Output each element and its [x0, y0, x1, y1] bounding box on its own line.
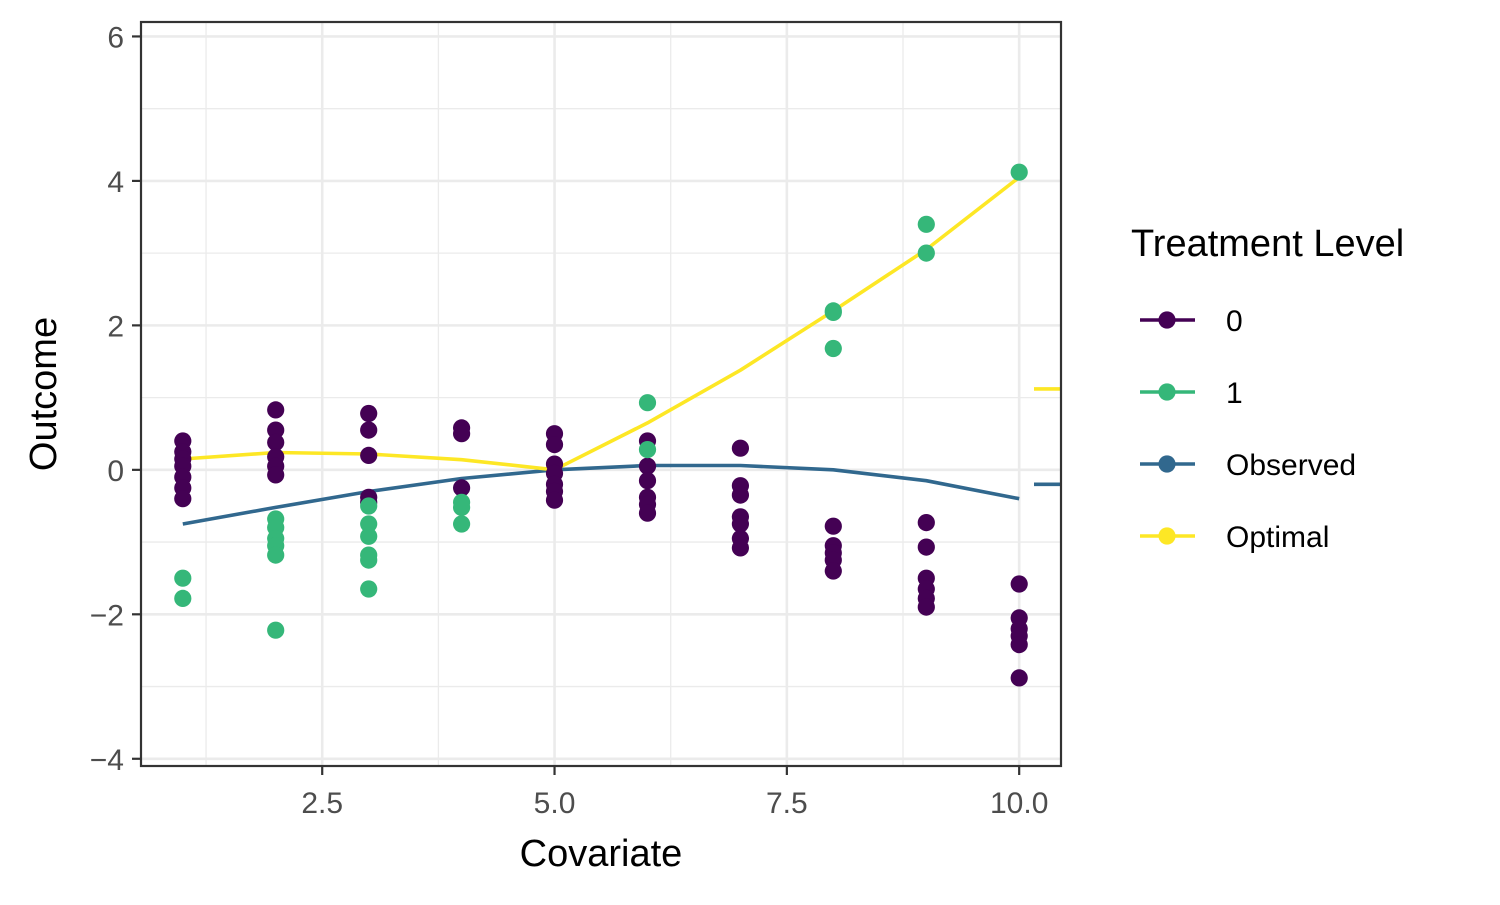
- legend: Treatment Level 0 1 Observed Optimal: [1131, 223, 1404, 554]
- y-axis-title: Outcome: [23, 317, 65, 471]
- plot-panel-border: [139, 20, 1063, 768]
- data-point-treatment-1: [360, 580, 378, 598]
- data-point-treatment-0: [731, 539, 750, 557]
- series-line-observed: [182, 463, 1020, 526]
- data-point-treatment-1: [638, 441, 657, 459]
- x-axis-title: Covariate: [520, 833, 683, 875]
- data-point-treatment-0: [917, 514, 935, 532]
- x-tick-label: 10.0: [990, 787, 1048, 820]
- data-point-treatment-1: [267, 546, 285, 564]
- legend-key-point: [1158, 527, 1176, 545]
- data-point-treatment-0: [917, 538, 935, 556]
- data-point-treatment-1: [917, 215, 935, 233]
- data-point-treatment-0: [1010, 636, 1028, 654]
- data-point-treatment-0: [360, 404, 378, 423]
- data-point-treatment-0: [453, 425, 471, 443]
- data-point-treatment-0: [545, 491, 564, 509]
- y-tick-label: 2: [107, 310, 124, 343]
- data-point-treatment-1: [360, 497, 378, 515]
- data-point-treatment-1: [360, 515, 378, 533]
- data-point-treatment-0: [638, 472, 657, 490]
- data-point-treatment-0: [824, 562, 842, 580]
- data-point-treatment-0: [1010, 575, 1028, 593]
- x-tick-label: 2.5: [301, 787, 343, 820]
- y-tick-label: 0: [107, 455, 124, 488]
- x-tick-label: 5.0: [534, 787, 576, 820]
- data-point-treatment-0: [267, 421, 285, 439]
- data-point-treatment-0: [174, 490, 192, 508]
- legend-label: Observed: [1226, 449, 1356, 482]
- data-point-treatment-0: [638, 457, 657, 475]
- data-point-treatment-1: [824, 339, 842, 358]
- data-point-treatment-0: [638, 504, 657, 522]
- data-point-treatment-1: [824, 303, 842, 321]
- data-point-treatment-1: [174, 589, 192, 608]
- data-point-treatment-1: [174, 569, 192, 587]
- data-point-treatment-1: [1010, 163, 1028, 181]
- x-tick-label: 7.5: [766, 787, 808, 820]
- series-line-optimal: [182, 175, 1021, 472]
- data-points: [174, 163, 1028, 687]
- data-point-treatment-0: [267, 433, 285, 451]
- data-point-treatment-0: [267, 401, 285, 419]
- data-point-treatment-1: [267, 621, 285, 639]
- data-point-treatment-1: [917, 244, 935, 262]
- grid: [141, 22, 1061, 766]
- y-tick-label: 6: [107, 21, 124, 54]
- data-point-treatment-1: [638, 394, 657, 412]
- data-point-treatment-1: [453, 498, 471, 516]
- series-lines: [182, 175, 1021, 526]
- legend-label: 1: [1226, 377, 1243, 410]
- data-point-treatment-0: [545, 436, 564, 454]
- legend-label: Optimal: [1226, 521, 1329, 554]
- legend-key-point: [1158, 383, 1176, 401]
- data-point-treatment-0: [453, 479, 471, 497]
- data-point-treatment-1: [360, 527, 378, 545]
- data-point-treatment-0: [360, 446, 378, 464]
- data-point-treatment-1: [360, 551, 378, 569]
- data-point-treatment-0: [267, 466, 285, 484]
- axes: 2.5 5.0 7.5 10.0 −4 −2 0 2 4 6: [90, 21, 1049, 820]
- y-tick-label: −2: [90, 599, 124, 632]
- legend-key-point: [1158, 311, 1176, 329]
- legend-title: Treatment Level: [1131, 223, 1404, 265]
- data-point-treatment-0: [731, 515, 750, 533]
- data-point-treatment-0: [731, 486, 750, 504]
- data-point-treatment-0: [917, 598, 935, 616]
- y-tick-label: −4: [90, 744, 124, 777]
- legend-label: 0: [1226, 305, 1243, 338]
- legend-key-point: [1158, 455, 1176, 473]
- edge-markers: [1034, 387, 1061, 487]
- data-point-treatment-0: [824, 517, 842, 535]
- data-point-treatment-0: [360, 421, 378, 439]
- data-point-treatment-0: [731, 439, 750, 457]
- data-point-treatment-0: [1010, 669, 1028, 687]
- y-tick-label: 4: [107, 166, 124, 199]
- data-point-treatment-1: [453, 515, 471, 533]
